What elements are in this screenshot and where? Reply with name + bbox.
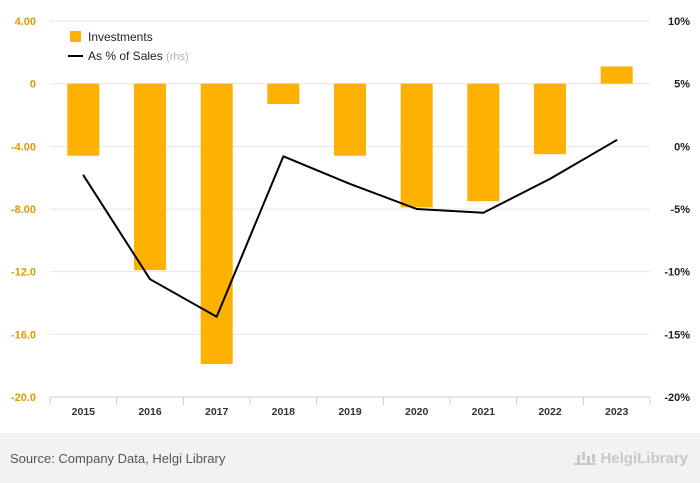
legend-rhs-note: (rhs) <box>166 51 189 63</box>
investment-bar <box>334 83 366 156</box>
legend-swatch-investments <box>70 31 81 42</box>
investment-bar <box>67 83 100 156</box>
x-tick-label: 2018 <box>272 406 296 418</box>
line-series <box>82 139 618 318</box>
y-right-tick-label: -20% <box>664 392 690 404</box>
investment-bar <box>267 83 300 105</box>
y-left-tick-label: -4.00 <box>11 141 36 153</box>
x-tick-label: 2022 <box>538 406 562 418</box>
investment-bar <box>400 83 433 208</box>
x-tick-label: 2023 <box>605 406 629 418</box>
x-tick-label: 2019 <box>338 406 362 418</box>
legend-label-investments: Investments <box>88 30 153 44</box>
bar-series <box>67 66 633 365</box>
source-note: Source: Company Data, Helgi Library <box>10 451 226 466</box>
y-right-tick-label: 5% <box>674 79 690 91</box>
x-tick-label: 2016 <box>138 406 162 418</box>
x-tick-label: 2021 <box>472 406 496 418</box>
x-tick-label: 2020 <box>405 406 429 418</box>
y-left-tick-label: -20.0 <box>11 392 36 404</box>
y-left-tick-label: -12.0 <box>11 267 36 279</box>
x-tick-label: 2015 <box>72 406 96 418</box>
footer: Source: Company Data, Helgi Library Helg… <box>0 433 700 483</box>
brand-name: HelgiLibrary <box>600 450 688 467</box>
y-right-tick-label: 0% <box>674 141 690 153</box>
y-left-tick-label: 0 <box>30 79 36 91</box>
sales-ratio-point <box>149 278 151 280</box>
y-right-tick-label: -5% <box>670 204 690 216</box>
sales-ratio-point <box>482 211 485 214</box>
investment-bar <box>200 83 233 365</box>
chart: 4.00 10% 0 5% -4.00 0% -8.00 -5% -12.0 -10% -16.0 -… <box>11 16 690 418</box>
sales-ratio-point <box>215 315 218 318</box>
sales-ratio-point <box>282 155 285 158</box>
library-icon <box>574 449 597 465</box>
y-right-tick-label: -15% <box>664 329 690 341</box>
sales-ratio-point <box>549 178 551 180</box>
investment-bar <box>467 83 500 202</box>
legend-label-sales-ratio: As % of Sales (rhs) <box>88 49 189 63</box>
y-left-tick-label: 4.00 <box>15 16 36 28</box>
sales-ratio-point <box>415 208 418 210</box>
y-left-tick-label: -16.0 <box>11 329 36 341</box>
y-right-tick-label: -10% <box>664 267 690 279</box>
legend: Investments As % of Sales (rhs) <box>68 30 189 63</box>
sales-ratio-point <box>349 183 351 185</box>
brand-logo: HelgiLibrary <box>574 449 688 467</box>
investment-bar <box>600 66 633 84</box>
axes: 4.00 10% 0 5% -4.00 0% -8.00 -5% -12.0 -10% -16.0 -… <box>11 16 690 418</box>
sales-ratio-point <box>82 174 85 176</box>
y-right-tick-label: 10% <box>668 16 690 28</box>
investment-bar <box>134 83 166 271</box>
x-tick-label: 2017 <box>205 406 229 418</box>
y-left-tick-label: -8.00 <box>11 204 36 216</box>
investment-bar <box>534 83 566 155</box>
sales-ratio-point <box>615 139 618 141</box>
